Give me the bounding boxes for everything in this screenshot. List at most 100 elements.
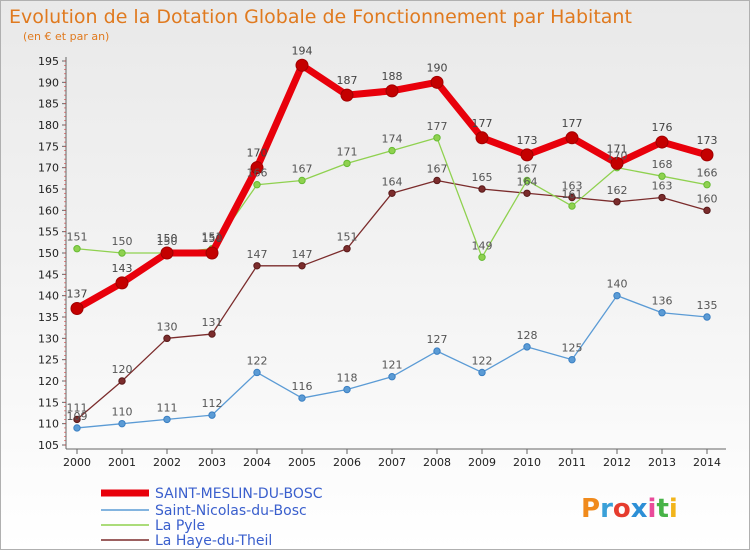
y-tick-label: 125 — [38, 354, 59, 367]
x-tick-label: 2010 — [513, 456, 541, 469]
data-label: 149 — [472, 239, 493, 252]
legend: SAINT-MESLIN-DU-BOSCSaint-Nicolas-du-Bos… — [101, 486, 323, 549]
y-tick-label: 175 — [38, 140, 59, 153]
data-label: 167 — [427, 162, 448, 175]
series-line — [76, 179, 708, 420]
x-tick-label: 2012 — [603, 456, 631, 469]
legend-label: La Haye-du-Theil — [155, 533, 272, 549]
logo-letter: i — [669, 494, 678, 524]
x-tick-label: 2002 — [153, 456, 181, 469]
data-point — [385, 84, 399, 98]
x-tick-label: 2013 — [648, 456, 676, 469]
data-point — [700, 148, 714, 162]
x-tick-label: 2009 — [468, 456, 496, 469]
y-tick-label: 130 — [38, 332, 59, 345]
data-point — [163, 415, 171, 424]
data-point — [70, 301, 84, 315]
data-label: 168 — [652, 158, 673, 171]
data-label: 127 — [427, 333, 448, 346]
data-point — [520, 148, 534, 162]
axes: 105 110 115 120 125 130 135 140 145 150 155 160 165 1… — [38, 55, 726, 469]
data-label: 176 — [652, 121, 673, 134]
data-label: 137 — [67, 287, 88, 300]
data-point — [475, 131, 489, 145]
y-tick-label: 145 — [38, 268, 59, 281]
data-point — [658, 309, 666, 317]
data-label: 150 — [112, 235, 133, 248]
y-tick-label: 160 — [38, 204, 59, 217]
data-label: 110 — [112, 406, 133, 419]
x-tick-label: 2008 — [423, 456, 451, 469]
data-label: 163 — [562, 180, 583, 193]
data-label: 163 — [652, 180, 673, 193]
data-point — [118, 419, 126, 428]
logo-letter: r — [600, 494, 613, 524]
data-point — [523, 189, 531, 197]
data-point — [253, 368, 261, 377]
x-tick-label: 2005 — [288, 456, 316, 469]
data-label: 122 — [472, 354, 493, 367]
data-label: 170 — [247, 147, 268, 160]
data-label: 194 — [292, 44, 313, 57]
y-tick-label: 180 — [38, 119, 59, 132]
data-point — [73, 245, 81, 253]
data-label: 150 — [157, 232, 178, 245]
x-tick-label: 2007 — [378, 456, 406, 469]
data-point — [343, 159, 351, 168]
chart-title: Evolution de la Dotation Globale de Fonc… — [9, 6, 632, 28]
data-point — [343, 245, 351, 253]
data-label: 116 — [292, 380, 313, 393]
data-point — [250, 161, 264, 175]
data-label: 166 — [247, 167, 268, 180]
logo-letter: i — [648, 494, 657, 524]
data-label: 187 — [337, 74, 358, 87]
data-label: 147 — [247, 248, 268, 261]
data-label: 121 — [382, 359, 403, 372]
data-point — [565, 131, 579, 145]
data-point — [295, 58, 309, 72]
x-tick-label: 2001 — [108, 456, 136, 469]
data-label: 131 — [202, 316, 223, 329]
data-label: 165 — [472, 171, 493, 184]
data-point — [388, 189, 396, 197]
data-point — [205, 246, 219, 260]
legend-label: La Pyle — [155, 518, 205, 534]
data-label: 177 — [472, 117, 493, 130]
x-tick-label: 2006 — [333, 456, 361, 469]
data-label: 167 — [292, 162, 313, 175]
data-label: 164 — [517, 175, 538, 188]
data-point — [208, 411, 216, 419]
y-tick-label: 155 — [38, 226, 59, 239]
data-point — [253, 181, 261, 189]
data-point — [298, 176, 306, 185]
data-point — [433, 347, 441, 355]
x-tick-label: 2004 — [243, 456, 271, 469]
series-3 — [73, 176, 711, 424]
data-label: 118 — [337, 372, 358, 385]
data-point — [703, 206, 711, 215]
data-point — [568, 193, 576, 202]
data-label: 173 — [697, 134, 718, 147]
x-tick-label: 2000 — [63, 456, 91, 469]
data-label: 150 — [202, 232, 223, 245]
data-point — [433, 176, 441, 185]
x-tick-label: 2003 — [198, 456, 226, 469]
legend-label: Saint-Nicolas-du-Bosc — [155, 503, 307, 519]
data-point — [478, 253, 486, 261]
data-label: 170 — [607, 150, 628, 163]
data-point — [430, 75, 444, 89]
y-tick-label: 150 — [38, 247, 59, 260]
x-tick-label: 2011 — [558, 456, 586, 469]
data-label: 112 — [202, 397, 223, 410]
y-tick-label: 110 — [38, 418, 59, 431]
legend-label: SAINT-MESLIN-DU-BOSC — [155, 486, 323, 502]
data-label: 161 — [562, 188, 583, 201]
data-point — [115, 276, 129, 290]
y-tick-label: 185 — [38, 98, 59, 111]
data-point — [73, 424, 81, 432]
data-point — [523, 176, 531, 185]
data-label: 177 — [427, 120, 448, 133]
